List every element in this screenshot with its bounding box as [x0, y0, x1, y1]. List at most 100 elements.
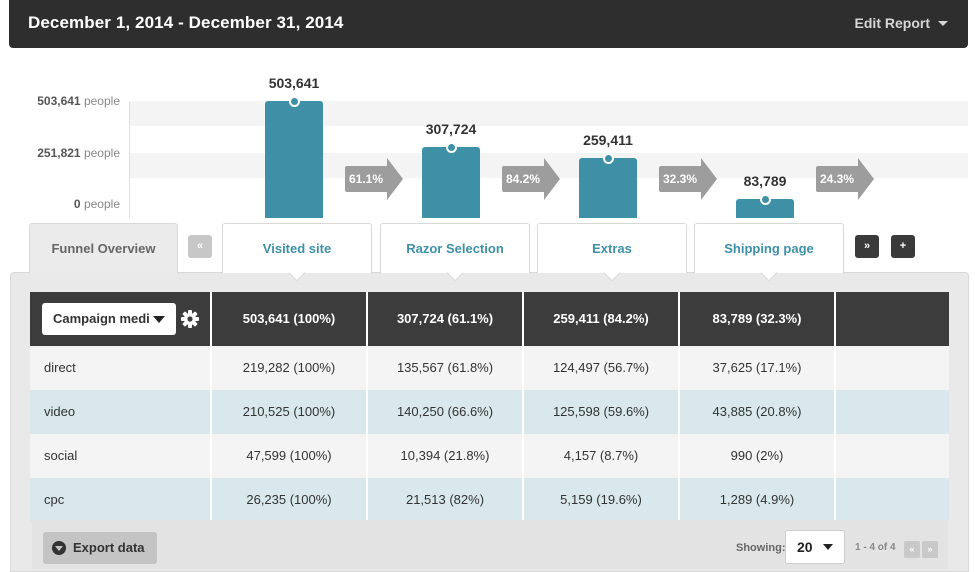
funnel-bar[interactable] [736, 194, 794, 218]
column-divider [678, 292, 680, 346]
column-divider [678, 478, 680, 522]
funnel-chart: 503,641 people 251,821 people 0 people 5… [0, 60, 975, 220]
table-cell: 5,159 (19.6%) [560, 492, 642, 507]
chart-band [130, 101, 968, 126]
funnel-bar[interactable] [579, 153, 637, 218]
y-tick-mid: 251,821 people [37, 146, 120, 160]
column-divider [366, 434, 368, 478]
column-divider [210, 292, 212, 346]
y-axis-line [129, 102, 130, 218]
bar-point-marker [445, 142, 457, 153]
column-divider [210, 434, 212, 478]
column-divider [678, 346, 680, 390]
step-total-extras: 259,411 (84.2%) [553, 311, 649, 326]
funnel-bar[interactable] [265, 96, 323, 218]
column-divider [366, 478, 368, 522]
table-cell: 125,598 (59.6%) [552, 404, 650, 419]
table-cell: 990 (2%) [730, 448, 784, 463]
arrow-head-icon [858, 158, 874, 200]
column-divider [522, 292, 524, 346]
tab-label: Razor Selection [406, 241, 504, 256]
caret-down-icon [153, 316, 165, 323]
column-divider [366, 292, 368, 346]
table-cell: 37,625 (17.1%) [712, 360, 802, 375]
column-divider [834, 390, 836, 434]
edit-report-button[interactable]: Edit Report [855, 15, 948, 31]
column-divider [522, 390, 524, 434]
y-tick-zero: 0 people [73, 197, 120, 211]
table-cell: 140,250 (66.6%) [396, 404, 494, 419]
conversion-rate-label: 84.2% [502, 166, 544, 192]
showing-label: Showing: [736, 542, 786, 554]
column-divider [366, 390, 368, 434]
tab-funnel-overview[interactable]: Funnel Overview [29, 223, 178, 274]
bar-value-label: 259,411 [583, 132, 633, 148]
column-divider [834, 346, 836, 390]
column-divider [522, 346, 524, 390]
table-cell: 26,235 (100%) [246, 492, 332, 507]
pagination-range: 1 - 4 of 4 [855, 542, 896, 553]
column-divider [678, 390, 680, 434]
caret-down-icon [938, 20, 948, 26]
prev-steps-button[interactable]: « [188, 235, 212, 258]
segment-select[interactable]: Campaign medi [42, 303, 176, 335]
table-cell: 47,599 (100%) [246, 448, 332, 463]
step-total-shipping-page: 83,789 (32.3%) [712, 311, 802, 326]
tab-extras[interactable]: Extras [537, 223, 687, 282]
table-cell: 210,525 (100%) [242, 404, 336, 419]
next-page-button[interactable]: » [922, 541, 938, 558]
tab-label: Funnel Overview [51, 241, 156, 256]
conversion-rate-arrow: 61.1% [345, 158, 403, 200]
segment-name: social [44, 448, 78, 463]
column-divider [522, 434, 524, 478]
table-row: social 47,599 (100%) 10,394 (21.8%) 4,15… [30, 434, 949, 478]
prev-page-button[interactable]: « [904, 541, 920, 558]
column-divider [834, 434, 836, 478]
tab-razor-selection[interactable]: Razor Selection [380, 223, 530, 282]
table-row: direct 219,282 (100%) 135,567 (61.8%) 12… [30, 346, 949, 390]
add-step-button[interactable]: + [891, 235, 915, 258]
table-row: cpc 26,235 (100%) 21,513 (82%) 5,159 (19… [30, 478, 949, 522]
table-cell: 43,885 (20.8%) [712, 404, 802, 419]
column-divider [522, 478, 524, 522]
table-cell: 135,567 (61.8%) [396, 360, 494, 375]
segment-name: cpc [44, 492, 65, 507]
tab-label: Shipping page [724, 241, 814, 256]
export-data-label: Export data [73, 540, 145, 555]
tab-shipping-page[interactable]: Shipping page [694, 223, 844, 282]
column-divider [834, 292, 836, 346]
y-tick-max: 503,641 people [37, 94, 120, 108]
page-size-select[interactable]: 20 [785, 530, 845, 564]
arrow-head-icon [701, 158, 717, 200]
gear-icon[interactable] [180, 309, 200, 329]
column-divider [834, 478, 836, 522]
tab-label: Extras [592, 241, 632, 256]
bar-value-label: 307,724 [425, 121, 477, 137]
conversion-rate-label: 61.1% [345, 166, 387, 192]
table-cell: 4,157 (8.7%) [563, 448, 639, 463]
bar-point-marker [759, 194, 771, 205]
conversion-rate-arrow: 32.3% [659, 158, 717, 200]
segment-name: direct [44, 360, 76, 375]
table-cell: 10,394 (21.8%) [400, 448, 490, 463]
tab-visited-site[interactable]: Visited site [222, 223, 372, 282]
step-total-razor-selection: 307,724 (61.1%) [396, 311, 494, 326]
table-cell: 124,497 (56.7%) [552, 360, 650, 375]
column-divider [210, 346, 212, 390]
column-divider [366, 346, 368, 390]
arrow-head-icon [387, 158, 403, 200]
column-divider [678, 434, 680, 478]
conversion-rate-label: 24.3% [816, 166, 858, 192]
page-size-value: 20 [797, 539, 813, 555]
segment-select-value: Campaign medi [53, 311, 150, 326]
column-divider [210, 478, 212, 522]
export-data-button[interactable]: Export data [43, 532, 157, 564]
segment-name: video [44, 404, 76, 419]
next-steps-button[interactable]: » [855, 235, 879, 258]
conversion-rate-arrow: 84.2% [502, 158, 560, 200]
top-bar: December 1, 2014 - December 31, 2014 Edi… [9, 0, 968, 48]
bar-point-marker [602, 153, 614, 164]
bar-value-label: 503,641 [268, 75, 320, 91]
funnel-bar[interactable] [422, 142, 480, 218]
tab-label: Visited site [262, 241, 332, 256]
